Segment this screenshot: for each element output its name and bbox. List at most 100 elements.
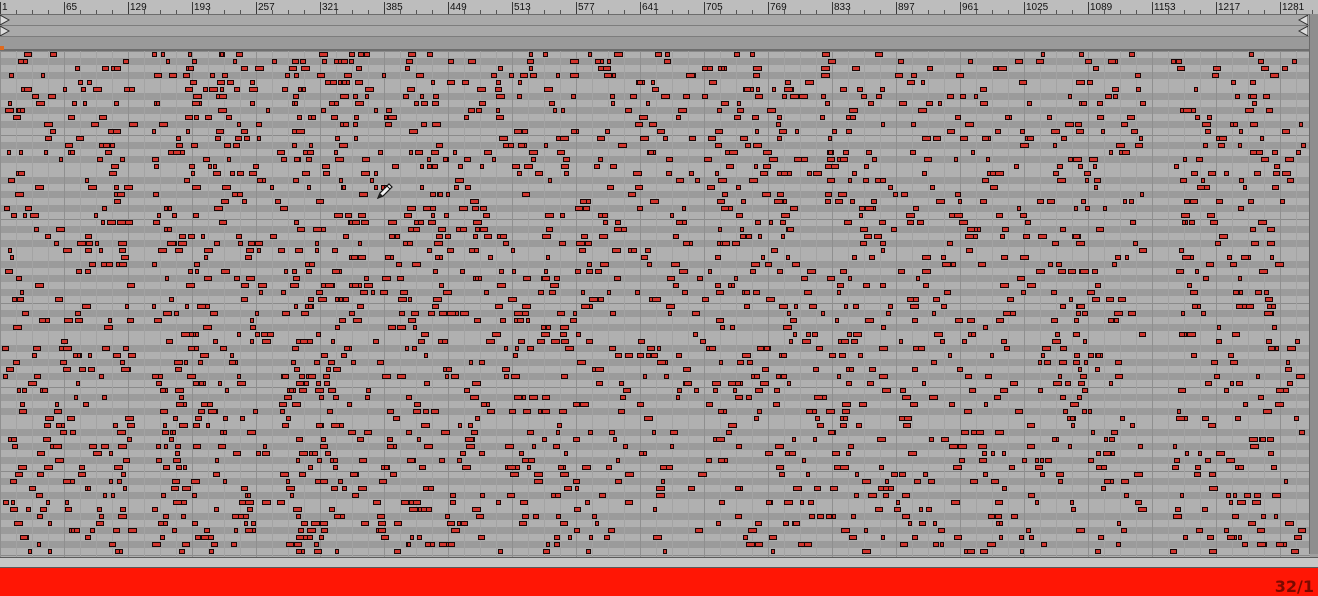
midi-note[interactable] (455, 178, 464, 183)
midi-note[interactable] (4, 206, 10, 211)
midi-note[interactable] (882, 388, 891, 393)
midi-note[interactable] (951, 262, 956, 267)
midi-note[interactable] (32, 94, 39, 99)
midi-note[interactable] (90, 528, 95, 533)
midi-note[interactable] (434, 241, 443, 246)
midi-note[interactable] (1171, 59, 1176, 64)
midi-note[interactable] (806, 472, 810, 477)
midi-note[interactable] (1206, 262, 1214, 267)
midi-note[interactable] (1198, 451, 1202, 456)
midi-note[interactable] (1231, 80, 1236, 85)
midi-note[interactable] (174, 311, 179, 316)
midi-note[interactable] (48, 549, 52, 554)
midi-note[interactable] (673, 234, 679, 239)
midi-note[interactable] (19, 150, 23, 155)
midi-note[interactable] (859, 206, 865, 211)
midi-note[interactable] (1038, 234, 1047, 239)
midi-note[interactable] (1000, 283, 1009, 288)
midi-note[interactable] (1113, 94, 1118, 99)
midi-note[interactable] (171, 486, 179, 491)
midi-note[interactable] (2, 346, 9, 351)
midi-note[interactable] (193, 423, 200, 428)
midi-note[interactable] (785, 80, 791, 85)
midi-note[interactable] (716, 318, 724, 323)
midi-note[interactable] (233, 143, 240, 148)
midi-note[interactable] (23, 213, 27, 218)
midi-note[interactable] (586, 549, 591, 554)
midi-note[interactable] (245, 255, 252, 260)
midi-note[interactable] (846, 129, 852, 134)
midi-note[interactable] (389, 234, 395, 239)
midi-note[interactable] (473, 234, 478, 239)
midi-note[interactable] (300, 339, 308, 344)
midi-note[interactable] (460, 311, 469, 316)
midi-note[interactable] (1266, 108, 1273, 113)
midi-note[interactable] (209, 549, 214, 554)
midi-note[interactable] (514, 311, 523, 316)
midi-note[interactable] (431, 213, 435, 218)
midi-note[interactable] (912, 367, 918, 372)
midi-note[interactable] (781, 171, 788, 176)
midi-note[interactable] (121, 255, 129, 260)
midi-note[interactable] (807, 269, 816, 274)
midi-note[interactable] (1205, 458, 1211, 463)
midi-note[interactable] (405, 346, 409, 351)
midi-note[interactable] (8, 248, 12, 253)
midi-note[interactable] (345, 213, 352, 218)
midi-note[interactable] (1088, 409, 1092, 414)
midi-note[interactable] (35, 185, 44, 190)
midi-note[interactable] (813, 171, 822, 176)
midi-note[interactable] (37, 514, 43, 519)
midi-note[interactable] (1183, 157, 1187, 162)
midi-note[interactable] (749, 178, 758, 183)
midi-note[interactable] (684, 381, 692, 386)
midi-note[interactable] (175, 451, 180, 456)
midi-note[interactable] (317, 73, 325, 78)
midi-note[interactable] (906, 213, 915, 218)
midi-note[interactable] (79, 465, 85, 470)
midi-note[interactable] (8, 101, 12, 106)
midi-note[interactable] (1038, 360, 1042, 365)
midi-note[interactable] (213, 472, 220, 477)
midi-note[interactable] (527, 59, 534, 64)
midi-note[interactable] (853, 332, 862, 337)
midi-note[interactable] (1291, 549, 1299, 554)
midi-note[interactable] (638, 339, 645, 344)
midi-note[interactable] (1270, 73, 1279, 78)
midi-note[interactable] (962, 339, 967, 344)
midi-note[interactable] (589, 304, 593, 309)
midi-note[interactable] (737, 101, 741, 106)
midi-note[interactable] (447, 80, 455, 85)
midi-note[interactable] (921, 80, 925, 85)
midi-note[interactable] (931, 360, 937, 365)
midi-note[interactable] (941, 255, 946, 260)
midi-note[interactable] (776, 465, 784, 470)
midi-note[interactable] (17, 297, 24, 302)
midi-note[interactable] (394, 521, 402, 526)
midi-note[interactable] (980, 549, 988, 554)
midi-note[interactable] (612, 73, 616, 78)
midi-note[interactable] (1083, 339, 1087, 344)
midi-note[interactable] (853, 304, 859, 309)
midi-note[interactable] (922, 381, 926, 386)
midi-note[interactable] (197, 304, 206, 309)
midi-note[interactable] (295, 248, 303, 253)
midi-note[interactable] (625, 108, 632, 113)
midi-note[interactable] (472, 206, 479, 211)
midi-note[interactable] (296, 129, 305, 134)
midi-note[interactable] (357, 437, 364, 442)
midi-note[interactable] (262, 451, 270, 456)
midi-note[interactable] (311, 115, 316, 120)
midi-note[interactable] (204, 528, 210, 533)
midi-note[interactable] (902, 395, 911, 400)
midi-note[interactable] (515, 346, 519, 351)
midi-note[interactable] (545, 213, 554, 218)
midi-note[interactable] (154, 318, 162, 323)
midi-note[interactable] (1227, 255, 1232, 260)
midi-note[interactable] (849, 108, 858, 113)
midi-note[interactable] (1274, 514, 1278, 519)
midi-note[interactable] (982, 451, 987, 456)
midi-note[interactable] (298, 528, 304, 533)
midi-note[interactable] (432, 164, 438, 169)
midi-note[interactable] (173, 458, 181, 463)
